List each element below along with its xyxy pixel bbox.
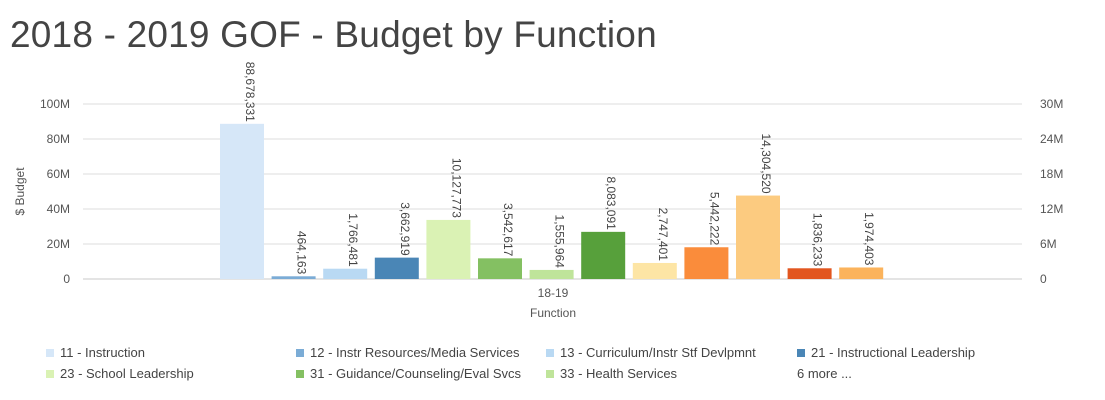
bar	[736, 195, 780, 279]
y-tick-label: 60M	[47, 167, 70, 181]
legend-label: 13 - Curriculum/Instr Stf Devlpmnt	[560, 345, 756, 360]
y-tick-label: 0	[63, 272, 70, 286]
y2-tick-label: 18M	[1040, 167, 1063, 181]
legend-label: 21 - Instructional Leadership	[811, 345, 976, 360]
bar	[271, 276, 316, 279]
y2-tick-label: 0	[1040, 272, 1047, 286]
data-label: 14,304,520	[759, 133, 773, 193]
y2-tick-label: 24M	[1040, 132, 1063, 146]
legend-label: 23 - School Leadership	[60, 366, 194, 381]
data-label: 8,083,091	[604, 176, 618, 230]
data-label: 1,836,233	[811, 213, 825, 267]
y2-tick-label: 30M	[1040, 97, 1063, 111]
data-label: 1,555,964	[553, 215, 567, 269]
data-label: 3,662,919	[398, 202, 412, 256]
data-label: 10,127,773	[449, 158, 463, 218]
chart-title: 2018 - 2019 GOF - Budget by Function	[10, 14, 657, 55]
bar	[220, 123, 264, 279]
bar	[426, 219, 471, 279]
bar	[529, 269, 574, 279]
legend-more-link[interactable]: 6 more ...	[797, 366, 852, 381]
legend-swatch	[296, 348, 304, 357]
legend-swatch	[46, 348, 54, 357]
legend-label: 31 - Guidance/Counseling/Eval Svcs	[310, 366, 522, 381]
bar	[787, 268, 832, 279]
legend-label: 11 - Instruction	[60, 345, 146, 360]
legend-label: 12 - Instr Resources/Media Services	[310, 345, 520, 360]
y-axis-label: $ Budget	[13, 167, 27, 216]
legend-item[interactable]: 23 - School Leadership	[46, 366, 194, 381]
legend-item[interactable]: 13 - Curriculum/Instr Stf Devlpmnt	[546, 345, 756, 360]
y-tick-label: 40M	[47, 202, 70, 216]
x-tick-label: 18-19	[538, 286, 569, 300]
bar	[581, 231, 626, 279]
bar	[374, 257, 419, 279]
data-label: 464,163	[295, 231, 309, 275]
bar	[684, 247, 729, 279]
y2-tick-label: 6M	[1040, 237, 1057, 251]
legend-swatch	[296, 369, 304, 378]
bar	[839, 267, 884, 279]
data-label: 1,766,481	[346, 213, 360, 267]
legend-item[interactable]: 31 - Guidance/Counseling/Eval Svcs	[296, 366, 521, 381]
data-label: 1,974,403	[862, 212, 876, 266]
y-tick-label: 80M	[47, 132, 70, 146]
y-tick-label: 100M	[40, 97, 70, 111]
legend-swatch	[546, 348, 554, 357]
legend-item[interactable]: 21 - Instructional Leadership	[797, 345, 975, 360]
data-label: 2,747,401	[656, 208, 670, 262]
legend-item[interactable]: 33 - Health Services	[546, 366, 677, 381]
legend-label: 33 - Health Services	[560, 366, 678, 381]
y2-tick-label: 12M	[1040, 202, 1063, 216]
x-axis-label: Function	[530, 306, 576, 320]
data-label: 88,678,331	[243, 62, 257, 122]
data-label: 5,442,222	[707, 192, 721, 246]
bar	[323, 268, 368, 279]
chart-legend: 6 more ... 11 - Instruction 12 - Instr Re…	[0, 340, 1105, 390]
legend-item[interactable]: 11 - Instruction	[46, 345, 145, 360]
bar	[478, 258, 522, 279]
legend-swatch	[46, 369, 54, 378]
data-label: 3,542,617	[501, 203, 515, 257]
y-tick-label: 20M	[47, 237, 70, 251]
bar	[632, 262, 677, 279]
legend-swatch	[797, 348, 805, 357]
legend-item[interactable]: 12 - Instr Resources/Media Services	[296, 345, 520, 360]
legend-swatch	[546, 369, 554, 378]
